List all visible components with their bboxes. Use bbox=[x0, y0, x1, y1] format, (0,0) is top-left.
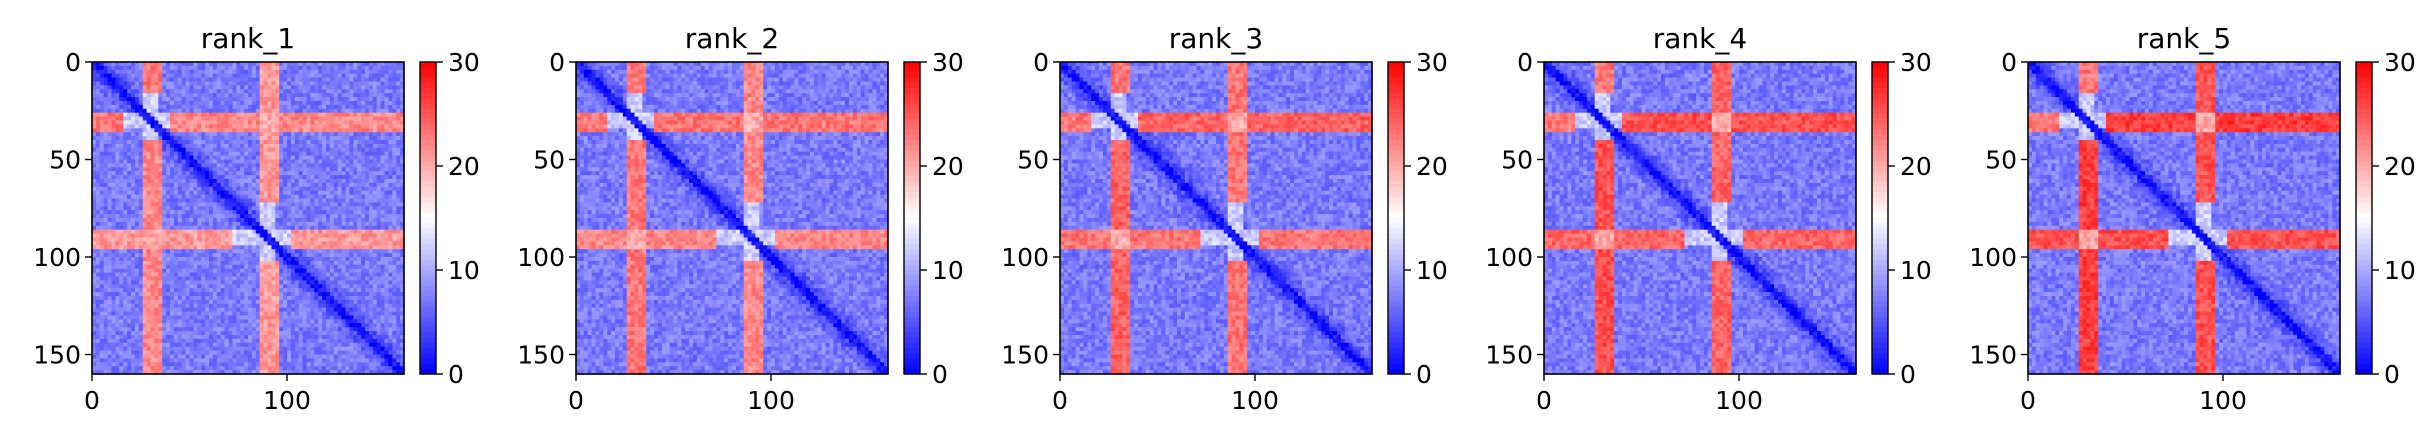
panel-title: rank_3 bbox=[1169, 22, 1263, 55]
x-tick-label: 100 bbox=[747, 386, 795, 415]
panel-title: rank_2 bbox=[685, 22, 779, 55]
colorbar-tick-label: 0 bbox=[448, 360, 464, 389]
colorbar-tick-label: 10 bbox=[932, 256, 964, 285]
y-tick-label: 0 bbox=[1517, 48, 1533, 77]
y-tick-label: 50 bbox=[1501, 146, 1533, 175]
heatmap-cells bbox=[576, 62, 889, 375]
y-tick-label: 50 bbox=[1017, 146, 1049, 175]
colorbar: 0 10 20 30 bbox=[420, 48, 480, 389]
x-tick-label: 0 bbox=[1052, 386, 1068, 415]
y-tick-label: 0 bbox=[65, 48, 81, 77]
y-tick-label: 100 bbox=[1969, 243, 2017, 272]
colorbar-tick-label: 10 bbox=[2384, 256, 2416, 285]
y-tick-label: 100 bbox=[33, 243, 81, 272]
heatmap-cells bbox=[2028, 62, 2341, 375]
colorbar-tick-label: 0 bbox=[1416, 360, 1432, 389]
x-tick-label: 100 bbox=[1715, 386, 1763, 415]
x-tick-label: 100 bbox=[1231, 386, 1279, 415]
x-tick-label: 0 bbox=[84, 386, 100, 415]
y-tick-label: 50 bbox=[49, 146, 81, 175]
colorbar-tick-label: 30 bbox=[932, 48, 964, 77]
y-tick-label: 100 bbox=[517, 243, 565, 272]
y-tick-label: 150 bbox=[33, 341, 81, 370]
colorbar-tick-label: 0 bbox=[1900, 360, 1916, 389]
heatmap-cells bbox=[92, 62, 405, 375]
colorbar-tick-label: 20 bbox=[1900, 152, 1932, 181]
colorbar-tick-label: 10 bbox=[1416, 256, 1448, 285]
x-tick-label: 100 bbox=[2199, 386, 2247, 415]
colorbar-tick-label: 10 bbox=[1900, 256, 1932, 285]
y-tick-label: 0 bbox=[1033, 48, 1049, 77]
y-tick-label: 100 bbox=[1001, 243, 1049, 272]
heatmap-cells bbox=[1544, 62, 1857, 375]
colorbar-tick-label: 30 bbox=[1416, 48, 1448, 77]
y-tick-label: 50 bbox=[533, 146, 565, 175]
colorbar-tick-label: 20 bbox=[448, 152, 480, 181]
y-tick-label: 50 bbox=[1985, 146, 2017, 175]
colorbar-tick-label: 0 bbox=[2384, 360, 2400, 389]
x-tick-label: 0 bbox=[568, 386, 584, 415]
panel-title: rank_1 bbox=[201, 22, 295, 55]
colorbar-tick-label: 20 bbox=[932, 152, 964, 181]
panel-title: rank_4 bbox=[1653, 22, 1747, 55]
colorbar-tick-label: 20 bbox=[1416, 152, 1448, 181]
y-tick-label: 0 bbox=[549, 48, 565, 77]
colorbar-tick-label: 30 bbox=[1900, 48, 1932, 77]
colorbar: 0 10 20 30 bbox=[2356, 48, 2416, 389]
colorbar-tick-label: 0 bbox=[932, 360, 948, 389]
colorbar: 0 10 20 30 bbox=[1872, 48, 1932, 389]
y-tick-label: 150 bbox=[1969, 341, 2017, 370]
colorbar-tick-label: 30 bbox=[2384, 48, 2416, 77]
y-tick-label: 150 bbox=[1001, 341, 1049, 370]
colorbar: 0 10 20 30 bbox=[1388, 48, 1448, 389]
colorbar: 0 10 20 30 bbox=[904, 48, 964, 389]
y-tick-label: 0 bbox=[2001, 48, 2017, 77]
x-tick-label: 0 bbox=[2020, 386, 2036, 415]
y-tick-label: 150 bbox=[1485, 341, 1533, 370]
colorbar-tick-label: 20 bbox=[2384, 152, 2416, 181]
heatmap-cells bbox=[1060, 62, 1373, 375]
y-tick-label: 150 bbox=[517, 341, 565, 370]
x-tick-label: 0 bbox=[1536, 386, 1552, 415]
colorbar-tick-label: 10 bbox=[448, 256, 480, 285]
panel-title: rank_5 bbox=[2137, 22, 2231, 55]
x-tick-label: 100 bbox=[263, 386, 311, 415]
y-tick-label: 100 bbox=[1485, 243, 1533, 272]
colorbar-tick-label: 30 bbox=[448, 48, 480, 77]
